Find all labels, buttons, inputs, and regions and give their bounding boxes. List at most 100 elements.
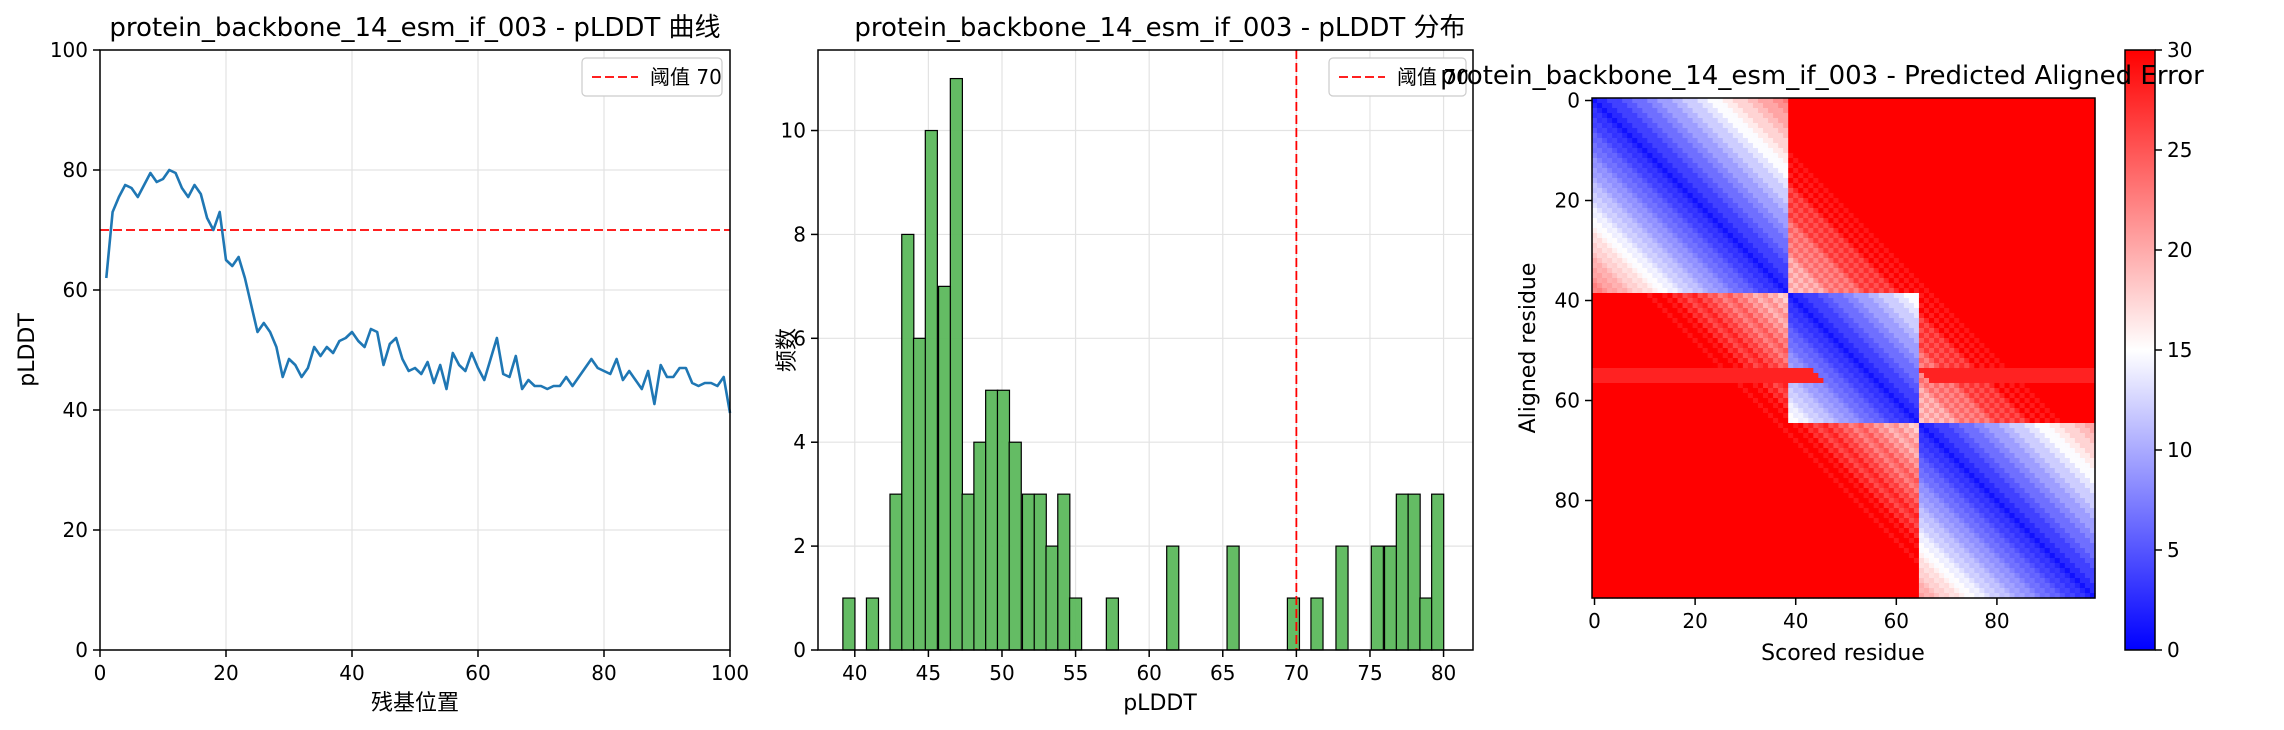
pae-heatmap-cell — [1969, 228, 1975, 234]
pae-heatmap-cell — [1903, 103, 1910, 109]
pae-heatmap-cell — [2089, 253, 2096, 259]
pae-heatmap-cell — [1602, 153, 1608, 159]
pae-heatmap-cell — [1903, 208, 1910, 214]
pae-heatmap-cell — [1722, 163, 1729, 169]
pae-heatmap-cell — [1949, 113, 1955, 119]
pae-heatmap-cell — [2049, 278, 2056, 284]
pae-heatmap-cell — [1989, 213, 1995, 219]
pae-heatmap-cell — [1637, 113, 1643, 119]
pae-heatmap-cell — [2089, 168, 2096, 174]
pae-heatmap-cell — [1954, 188, 1960, 194]
pae-heatmap-cell — [1949, 328, 1955, 334]
histogram-bar — [961, 493, 975, 651]
pae-heatmap-cell — [2029, 333, 2036, 339]
pae-heatmap-cell — [1898, 168, 1905, 174]
pae-heatmap-cell — [2014, 193, 2021, 199]
pae-heatmap-cell — [1712, 258, 1719, 264]
pae-heatmap-cell — [1828, 283, 1835, 289]
pae-heatmap-cell — [2059, 298, 2066, 304]
pae-heatmap-cell — [1737, 228, 1744, 234]
pae-heatmap-cell — [1702, 308, 1709, 314]
pae-heatmap-cell — [1783, 143, 1789, 149]
pae-heatmap-cell — [1682, 143, 1689, 149]
pae-heatmap-cell — [1632, 273, 1638, 279]
pae-heatmap-cell — [1913, 178, 1920, 184]
pae-heatmap-cell — [1747, 273, 1754, 279]
pae-heatmap-cell — [1652, 198, 1658, 204]
pae-heatmap-cell — [1934, 193, 1940, 199]
pae-heatmap-cell — [1692, 138, 1699, 144]
pae-heatmap-cell — [1898, 273, 1905, 279]
pae-heatmap-cell — [2074, 188, 2081, 194]
pae-heatmap-cell — [1788, 138, 1794, 144]
pae-heatmap-cell — [2059, 143, 2066, 149]
pae-heatmap-cell — [1637, 218, 1643, 224]
pae-heatmap-cell — [1883, 268, 1890, 274]
pae-heatmap-cell — [1642, 288, 1648, 294]
pae-heatmap-cell — [1617, 303, 1623, 309]
pae-heatmap-cell — [1773, 188, 1779, 194]
pae-heatmap-cell — [1677, 143, 1684, 149]
pae-heatmap-cell — [1999, 238, 2006, 244]
pae-heatmap-cell — [1637, 148, 1643, 154]
pae-heatmap-cell — [1903, 328, 1910, 334]
pae-heatmap-cell — [1828, 123, 1835, 129]
pae-heatmap-cell — [1647, 198, 1653, 204]
pae-heatmap-cell — [1632, 288, 1638, 294]
pae-heatmap-cell — [1687, 298, 1694, 304]
pae-heatmap-cell — [1808, 328, 1814, 334]
pae-heatmap-cell — [1883, 248, 1890, 254]
pae-heatmap-cell — [2014, 258, 2021, 264]
pae-heatmap-cell — [1747, 323, 1754, 329]
pae-heatmap-cell — [1823, 203, 1830, 209]
pae-heatmap-cell — [1994, 288, 2001, 294]
pae-heatmap-cell — [2059, 228, 2066, 234]
pae-heatmap-cell — [1828, 288, 1835, 294]
pae-heatmap-cell — [1929, 238, 1935, 244]
pae-heatmap-cell — [1803, 223, 1809, 229]
pae-heatmap-cell — [1737, 98, 1744, 104]
pae-heatmap-cell — [2064, 183, 2071, 189]
pae-heatmap-cell — [1752, 198, 1759, 204]
pae-heatmap-cell — [1592, 188, 1598, 194]
pae-heatmap-cell — [1994, 193, 2001, 199]
pae-heatmap-cell — [1878, 283, 1885, 289]
pae-heatmap-cell — [1702, 273, 1709, 279]
pae-heatmap-cell — [2024, 278, 2031, 284]
pae-heatmap-cell — [1858, 228, 1865, 234]
pae-heatmap-cell — [1969, 288, 1975, 294]
pae-heatmap-cell — [1838, 148, 1845, 154]
pae-heatmap-cell — [1818, 238, 1824, 244]
pae-heatmap-cell — [2084, 103, 2091, 109]
pae-heatmap-cell — [2014, 233, 2021, 239]
pae-heatmap-cell — [1682, 128, 1689, 134]
pae-heatmap-cell — [1818, 228, 1824, 234]
pae-heatmap-cell — [1722, 283, 1729, 289]
pae-heatmap-cell — [1863, 133, 1870, 139]
pae-heatmap-cell — [1873, 273, 1880, 279]
pae-heatmap-cell — [1702, 268, 1709, 274]
pae-heatmap-cell — [1712, 238, 1719, 244]
pae-heatmap-cell — [2009, 163, 2016, 169]
pae-heatmap-cell — [1732, 143, 1739, 149]
pae-heatmap-cell — [1712, 138, 1719, 144]
pae-heatmap-cell — [1808, 98, 1814, 104]
pae-heatmap-cell — [1893, 238, 1900, 244]
pae-heatmap-cell — [1622, 178, 1628, 184]
pae-heatmap-cell — [2014, 238, 2021, 244]
pae-heatmap-cell — [2069, 143, 2076, 149]
pae-heatmap-cell — [1944, 303, 1950, 309]
pae-heatmap-cell — [1642, 203, 1648, 209]
pae-heatmap-cell — [1984, 238, 1990, 244]
pae-heatmap-cell — [1607, 318, 1613, 324]
pae-heatmap-cell — [1934, 263, 1940, 269]
pae-heatmap-cell — [1823, 183, 1830, 189]
pae-heatmap-cell — [1903, 203, 1910, 209]
pae-heatmap-cell — [1662, 158, 1669, 164]
pae-heatmap-cell — [1923, 298, 1930, 304]
pae-heatmap-cell — [1667, 183, 1674, 189]
pae-heatmap-cell — [1712, 268, 1719, 274]
pae-heatmap-cell — [1813, 293, 1819, 299]
pae-heatmap-cell — [1979, 248, 1985, 254]
